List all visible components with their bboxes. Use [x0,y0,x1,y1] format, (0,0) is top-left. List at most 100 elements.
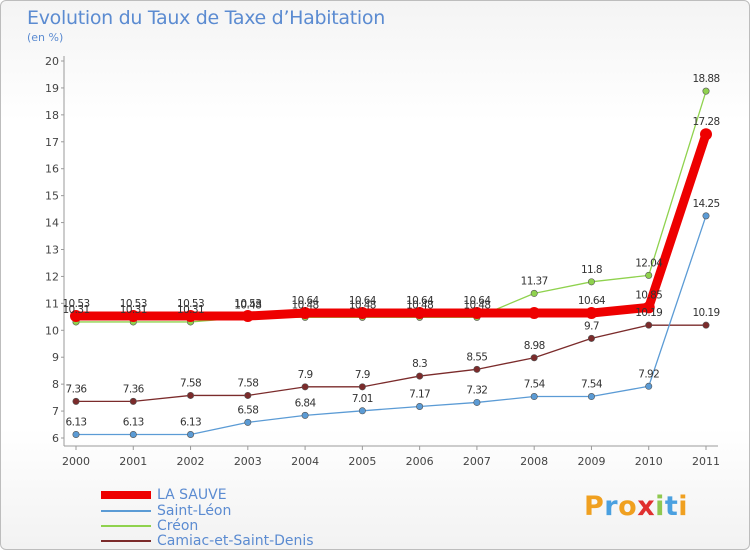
data-label-3: 8.98 [524,340,545,352]
data-point-3 [530,354,538,362]
x-tick-label: 2009 [577,455,605,468]
data-label-3: 7.58 [180,377,201,389]
data-point-1 [530,393,538,401]
data-point-0 [528,307,541,320]
data-label-0: 10.53 [234,298,261,310]
data-point-3 [187,391,195,399]
chart-unit: (en %) [27,31,64,44]
series-line-2 [75,90,707,323]
y-tick-label: 12 [45,270,59,283]
data-label-0: 10.53 [62,298,89,310]
data-point-3 [645,321,653,329]
data-label-1: 14.25 [692,198,719,210]
data-label-3: 8.3 [412,358,427,370]
x-tick-label: 2007 [463,455,491,468]
data-point-3 [301,383,309,391]
data-point-3 [473,365,481,373]
legend-swatch-saint-leon [101,510,151,512]
data-point-1 [473,398,481,406]
x-tick-label: 2004 [291,455,319,468]
data-point-0 [127,310,140,323]
data-label-0: 10.53 [177,298,204,310]
data-label-3: 7.9 [355,369,370,381]
y-tick-label: 17 [45,136,59,149]
series-line-0 [71,129,711,321]
line-chart: 6 7 8 9 10 11 12 13 14 15 16 17 18 19 20 2000 2001 2002 20… [45,55,720,468]
y-tick-label: 16 [45,163,59,176]
data-label-0: 10.64 [292,295,320,307]
y-tick-label: 9 [52,351,59,364]
data-point-3 [416,372,424,380]
data-label-0: 10.64 [463,295,491,307]
data-point-2 [530,289,538,297]
data-label-1: 6.13 [180,416,201,428]
data-label-1: 6.13 [123,416,144,428]
x-tick-label: 2003 [234,455,262,468]
data-label-1: 6.58 [237,404,258,416]
data-point-1 [244,418,252,426]
x-tick-label: 2006 [406,455,434,468]
data-point-3 [129,397,137,405]
data-label-1: 7.54 [581,379,603,391]
data-point-2 [587,278,595,286]
data-label-2: 10.48 [292,299,319,311]
y-tick-label: 6 [52,432,59,445]
data-label-3: 8.55 [466,351,487,363]
data-point-1 [187,430,195,438]
data-label-0: 17.28 [692,116,719,128]
legend-swatch-la-sauve [101,491,151,499]
data-point-2 [702,87,710,95]
data-label-0: 10.64 [349,295,377,307]
data-point-0 [70,310,82,323]
data-point-1 [129,430,137,438]
y-tick-label: 18 [45,109,59,122]
data-label-3: 10.19 [692,307,719,319]
data-label-3: 10.19 [635,307,662,319]
data-label-3: 9.7 [584,320,599,332]
data-point-0 [241,310,254,323]
legend-label-creon: Créon [157,518,199,534]
series-line-1 [75,215,707,436]
data-point-0 [299,307,312,320]
data-point-1 [358,407,366,415]
data-label-1: 7.54 [524,379,546,391]
data-label-1: 7.92 [638,368,659,380]
data-label-2: 12.04 [635,257,663,269]
data-point-3 [244,391,252,399]
y-tick-label: 11 [45,297,59,310]
data-label-1: 6.13 [66,416,87,428]
data-label-3: 7.58 [237,377,258,389]
data-label-0: 10.64 [578,295,606,307]
data-label-2: 10.48 [463,299,490,311]
data-point-3 [587,334,595,342]
series-line-3 [75,324,707,403]
data-point-0 [470,307,483,320]
data-label-2: 10.48 [349,299,376,311]
data-point-3 [358,383,366,391]
data-label-1: 6.84 [295,397,317,409]
data-label-2: 10.31 [177,304,204,316]
x-tick-label: 2002 [177,455,205,468]
chart-title: Evolution du Taux de Taxe d’Habitation [27,7,385,29]
legend-swatch-creon [101,525,151,527]
data-label-1: 7.32 [466,384,487,396]
data-label-2: 11.8 [581,264,602,276]
data-label-1: 7.17 [409,388,430,400]
data-point-2 [645,271,653,279]
data-label-1: 7.01 [352,393,373,405]
y-tick-label: 7 [52,405,59,418]
y-tick-label: 15 [45,190,59,203]
data-point-0 [700,128,712,141]
data-point-1 [416,402,424,410]
data-label-3: 7.36 [123,383,145,395]
data-point-0 [356,307,369,320]
data-point-0 [585,307,598,320]
y-tick-label: 14 [45,217,59,230]
data-point-1 [702,212,710,220]
data-point-1 [301,411,309,419]
y-tick-label: 8 [52,378,59,391]
y-tick-label: 20 [45,55,59,68]
data-label-0: 10.64 [406,295,434,307]
x-tick-label: 2001 [119,455,147,468]
